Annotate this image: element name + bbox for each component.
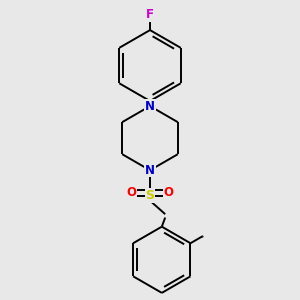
Text: N: N — [145, 100, 155, 112]
Text: N: N — [145, 164, 155, 177]
Text: O: O — [126, 186, 136, 199]
Text: F: F — [146, 8, 154, 21]
Text: S: S — [146, 189, 154, 202]
Text: O: O — [164, 186, 174, 199]
